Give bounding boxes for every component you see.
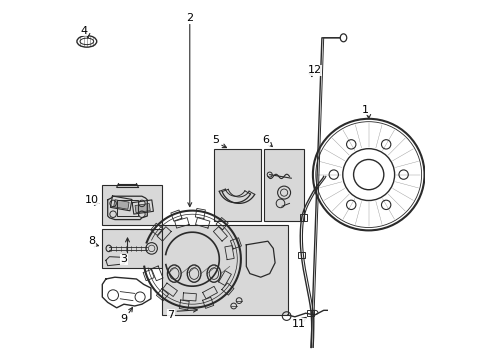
Bar [213,149,260,221]
Text: 5: 5 [212,135,219,145]
Text: 12: 12 [307,65,321,75]
Text: 2: 2 [186,13,193,23]
Bar [117,200,138,216]
Text: 10: 10 [84,195,98,205]
Text: 9: 9 [120,314,127,324]
Text: 1: 1 [361,105,368,115]
Bar [300,214,307,221]
Text: 11: 11 [291,319,305,329]
Polygon shape [135,203,150,213]
Polygon shape [113,200,129,209]
Bar [102,229,162,268]
Text: 7: 7 [167,310,174,320]
Text: 8: 8 [88,236,95,246]
Text: 4: 4 [81,26,88,36]
Bar [264,149,303,221]
Bar [162,225,287,315]
Bar [298,252,305,258]
Bar [102,185,162,225]
Bar [306,310,313,316]
Text: 6: 6 [262,135,269,145]
Text: 3: 3 [120,254,127,264]
